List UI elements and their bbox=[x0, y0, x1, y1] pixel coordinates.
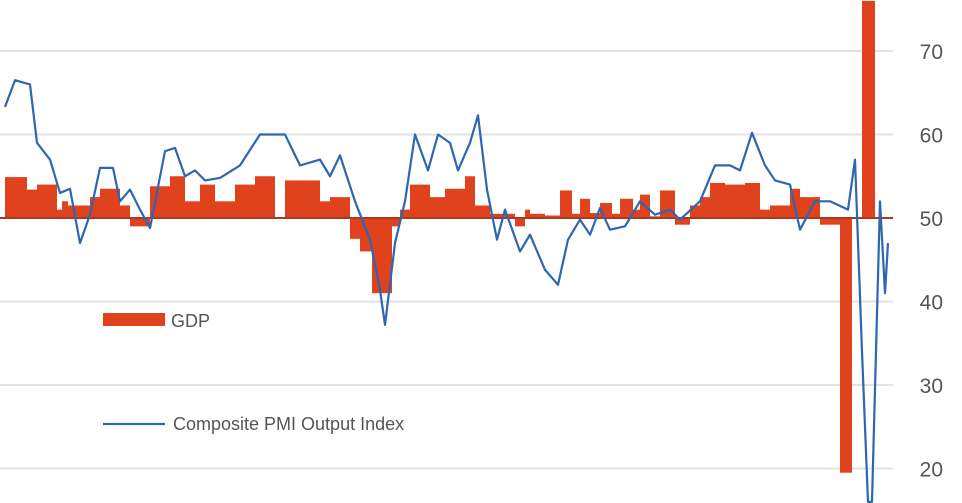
y-tick-label-30: 30 bbox=[920, 375, 943, 398]
gdp-bar bbox=[27, 189, 37, 218]
gdp-bar bbox=[68, 205, 90, 218]
gdp-bar bbox=[392, 218, 400, 227]
gdp-bar bbox=[400, 209, 410, 218]
gdp-bar bbox=[130, 218, 150, 227]
gdp-bar bbox=[760, 209, 770, 218]
gdp-bar bbox=[862, 0, 875, 219]
gridlines bbox=[0, 50, 893, 470]
gdp-bar bbox=[120, 205, 130, 218]
gdp-bar bbox=[515, 218, 525, 227]
gdp-bar bbox=[62, 201, 68, 218]
gdp-bar bbox=[820, 218, 840, 225]
gdp-bar bbox=[410, 184, 430, 218]
gdp-bar bbox=[305, 180, 320, 218]
gdp-bar bbox=[150, 186, 170, 218]
y-axis-ticks: 20 30 40 50 60 70 bbox=[920, 41, 943, 482]
gdp-bar bbox=[633, 209, 640, 218]
gdp-bar bbox=[5, 177, 27, 218]
gdp-bar bbox=[372, 218, 392, 294]
gdp-bar bbox=[572, 213, 580, 218]
gdp-bar bbox=[255, 176, 275, 218]
gdp-bar bbox=[690, 205, 700, 218]
gdp-bar bbox=[475, 205, 490, 218]
gdp-bar bbox=[525, 209, 530, 218]
gdp-bar bbox=[100, 188, 120, 218]
legend: GDP Composite PMI Output Index bbox=[103, 311, 404, 434]
gdp-bar bbox=[430, 197, 445, 218]
gdp-bar bbox=[620, 198, 633, 218]
gdp-bar bbox=[185, 201, 200, 218]
gdp-bar bbox=[590, 212, 600, 218]
gdp-bar bbox=[700, 197, 710, 218]
gdp-bar bbox=[725, 184, 745, 218]
gdp-bar bbox=[445, 188, 465, 218]
legend-gdp-swatch bbox=[103, 313, 165, 326]
gdp-bar bbox=[560, 190, 572, 218]
gdp-bar bbox=[235, 184, 255, 218]
gdp-bar bbox=[545, 215, 560, 218]
gdp-bar bbox=[530, 213, 545, 218]
gdp-bar bbox=[320, 201, 330, 218]
gdp-bar bbox=[215, 201, 235, 218]
gdp-bar bbox=[200, 184, 215, 218]
gdp-bar bbox=[57, 209, 62, 218]
gdp-bar bbox=[330, 197, 350, 218]
gdp-bar bbox=[580, 198, 590, 218]
gdp-bar bbox=[360, 218, 372, 252]
gdp-bar bbox=[170, 176, 185, 218]
y-tick-label-60: 60 bbox=[920, 125, 943, 148]
gdp-bar bbox=[840, 218, 852, 473]
gdp-bar bbox=[350, 218, 360, 239]
gdp-bar bbox=[770, 205, 790, 218]
gdp-bar bbox=[285, 180, 305, 218]
y-tick-label-20: 20 bbox=[920, 459, 943, 482]
gdp-bar bbox=[675, 218, 690, 225]
legend-pmi-label: Composite PMI Output Index bbox=[173, 414, 404, 434]
legend-gdp-label: GDP bbox=[171, 311, 210, 331]
gdp-bar bbox=[612, 213, 620, 218]
gdp-bar bbox=[710, 182, 725, 218]
y-tick-label-40: 40 bbox=[920, 292, 943, 315]
gdp-bars bbox=[5, 0, 875, 473]
gdp-bar bbox=[37, 184, 57, 218]
pmi-series-line bbox=[3, 79, 890, 503]
y-tick-label-70: 70 bbox=[920, 41, 943, 64]
gdp-bar bbox=[90, 197, 100, 218]
gdp-bar bbox=[465, 176, 475, 218]
gdp-bar bbox=[745, 182, 760, 218]
y-tick-label-50: 50 bbox=[920, 208, 943, 231]
